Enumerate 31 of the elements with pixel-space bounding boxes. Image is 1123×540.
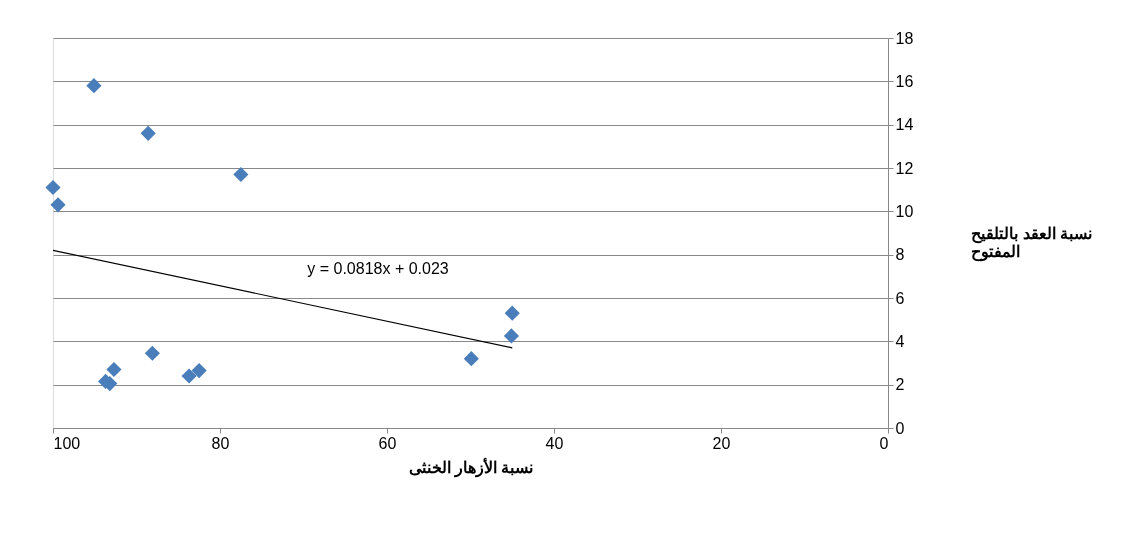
y-tick-label: 16	[895, 72, 914, 90]
x-tick-label: 100	[53, 434, 81, 452]
point	[181, 368, 197, 384]
y-tick-label: 4	[895, 332, 905, 350]
y-tick-label: 2	[895, 376, 905, 394]
x-tick-label: 0	[879, 434, 889, 452]
y-tick-label: 8	[895, 246, 905, 264]
point	[144, 345, 160, 361]
y-tick-label: 18	[895, 29, 914, 47]
y-tick-label: 6	[895, 289, 905, 307]
y-tick-label: 0	[895, 419, 905, 437]
y-tick-label: 12	[895, 159, 914, 177]
point	[106, 361, 122, 378]
y-axis-title: نسبة العقد بالتلقيح المفتوح	[971, 224, 1093, 262]
x-tick-label: 80	[211, 434, 230, 452]
x-axis-title: نسبة الأزهار الخنثى	[408, 456, 534, 478]
annotation: y = 0.0818x + 0.023	[307, 260, 449, 277]
point	[45, 179, 61, 196]
point	[140, 125, 156, 141]
point	[504, 305, 520, 321]
point	[233, 166, 249, 183]
x-tick-label: 60	[378, 434, 397, 452]
x-tick-label: 40	[545, 434, 564, 452]
point	[191, 363, 207, 379]
y-tick-label: 10	[895, 202, 914, 220]
y-tick-label: 14	[895, 116, 914, 134]
point	[86, 78, 102, 94]
point	[463, 351, 479, 367]
x-tick-label: 20	[712, 434, 731, 452]
point	[503, 328, 519, 344]
point	[50, 197, 66, 213]
